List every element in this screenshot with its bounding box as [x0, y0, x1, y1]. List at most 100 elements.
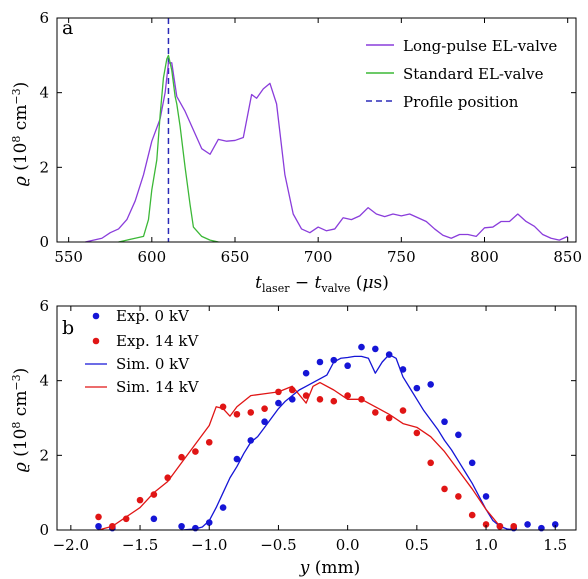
- x-tick-label: −1.5: [122, 536, 158, 554]
- panel-a-y-ticks: 0 2 4 6: [39, 9, 576, 251]
- data-point-exp-14-kv: [441, 485, 448, 493]
- panel-a-lines: [85, 18, 568, 243]
- data-point-exp-14-kv: [455, 493, 462, 500]
- data-point-exp-0-kv: [455, 431, 462, 439]
- panel-a-legend: Long-pulse EL-valve Standard EL-valve Pr…: [366, 37, 557, 111]
- y-tick-label: 2: [39, 158, 49, 176]
- panel-a-frame: [56, 17, 577, 243]
- x-tick-label: 0.0: [336, 536, 360, 554]
- series-line-sim-14-kv: [98, 381, 501, 531]
- data-point-exp-14-kv: [496, 522, 504, 530]
- data-point-exp-14-kv: [302, 392, 310, 399]
- data-point-exp-0-kv: [205, 519, 213, 526]
- data-point-exp-14-kv: [372, 409, 379, 416]
- data-point-exp-0-kv: [247, 437, 255, 444]
- data-point-exp-14-kv: [316, 396, 324, 403]
- x-tick-label: 1.0: [474, 536, 498, 554]
- legend-label-sim-0kv: Sim. 0 kV: [116, 355, 190, 373]
- data-point-exp-14-kv: [233, 410, 241, 418]
- data-point-exp-14-kv: [330, 397, 338, 405]
- y-tick-label: 0: [39, 233, 49, 251]
- data-point-exp-14-kv: [247, 409, 255, 416]
- chart-panel-b: −2.0 −1.5 −1.0 −0.5 0.0 0.5 1.0 1.5 0 2 4 6 b y (m…: [10, 297, 577, 578]
- x-tick-label: 550: [54, 248, 83, 266]
- x-tick-label: 850: [553, 248, 582, 266]
- data-point-exp-14-kv: [95, 513, 102, 521]
- panel-b-lines: [98, 353, 514, 531]
- y-tick-label: 4: [39, 372, 49, 390]
- data-point-exp-0-kv: [233, 455, 241, 463]
- data-point-exp-0-kv: [399, 366, 407, 373]
- data-point-exp-14-kv: [288, 386, 296, 394]
- y-tick-label: 6: [39, 9, 49, 27]
- y-tick-label: 6: [39, 297, 49, 315]
- x-tick-label: 1.5: [543, 536, 567, 554]
- data-point-exp-14-kv: [136, 496, 144, 504]
- panel-b-x-ticks: −2.0 −1.5 −1.0 −0.5 0.0 0.5 1.0 1.5: [53, 306, 567, 554]
- x-tick-label: 650: [221, 248, 250, 266]
- panel-b-label: b: [62, 317, 74, 339]
- data-point-exp-14-kv: [413, 429, 421, 437]
- data-point-exp-14-kv: [468, 511, 476, 519]
- data-point-exp-0-kv: [413, 384, 421, 392]
- y-tick-label: 0: [39, 521, 49, 539]
- data-point-exp-14-kv: [510, 522, 518, 530]
- panel-a-x-ticks: 550 600 650 700 750 800 850: [54, 18, 582, 266]
- data-point-exp-14-kv: [399, 407, 407, 414]
- data-point-exp-0-kv: [385, 351, 393, 358]
- x-tick-label: 0.5: [405, 536, 429, 554]
- panel-a-label: a: [62, 17, 73, 39]
- x-tick-label: −2.0: [53, 536, 89, 554]
- data-point-exp-14-kv: [178, 453, 185, 461]
- data-point-exp-0-kv: [95, 522, 102, 530]
- data-point-exp-14-kv: [192, 448, 199, 455]
- data-point-exp-0-kv: [275, 399, 282, 407]
- data-point-exp-14-kv: [219, 403, 227, 411]
- data-point-exp-0-kv: [344, 362, 351, 370]
- data-point-exp-14-kv: [164, 474, 172, 482]
- data-point-exp-0-kv: [524, 521, 531, 528]
- legend-label-sim-14kv: Sim. 14 kV: [116, 378, 200, 396]
- legend-label-exp-0kv: Exp. 0 kV: [116, 307, 190, 325]
- chart-panel-a: 550 600 650 700 750 800 850 0 2 4 6 a tlaser − tv…: [10, 9, 582, 295]
- data-point-exp-14-kv: [358, 396, 365, 403]
- data-point-exp-0-kv: [330, 356, 338, 364]
- y-tick-label: 4: [39, 84, 49, 102]
- data-point-exp-0-kv: [178, 522, 185, 530]
- legend-marker-exp-0kv: [92, 312, 100, 320]
- x-tick-label: 750: [387, 248, 416, 266]
- legend-label-profile: Profile position: [403, 93, 519, 111]
- series-line-sim-0-kv: [181, 353, 514, 531]
- panel-b-frame: [56, 305, 577, 531]
- panel-b-y-axis-label: ϱ (108 cm−3): [10, 368, 31, 473]
- legend-label-exp-14kv: Exp. 14 kV: [116, 332, 199, 350]
- data-point-exp-0-kv: [427, 381, 434, 388]
- data-point-exp-14-kv: [205, 438, 213, 446]
- data-point-exp-14-kv: [275, 388, 282, 396]
- data-point-exp-14-kv: [261, 405, 268, 412]
- data-point-exp-14-kv: [109, 522, 116, 530]
- data-point-exp-0-kv: [468, 459, 476, 467]
- panel-a-y-axis-label: ϱ (108 cm−3): [10, 82, 31, 187]
- legend-label-long-pulse: Long-pulse EL-valve: [403, 37, 557, 55]
- panel-b-x-axis-label: y (mm): [299, 558, 361, 578]
- panel-b-legend: Exp. 0 kV Exp. 14 kV Sim. 0 kV Sim. 14 k…: [85, 307, 200, 396]
- data-point-exp-14-kv: [122, 515, 130, 523]
- data-point-exp-0-kv: [150, 515, 158, 523]
- data-point-exp-0-kv: [551, 521, 559, 528]
- panel-a-x-axis-label: tlaser − tvalve (μs): [255, 273, 389, 295]
- data-point-exp-14-kv: [344, 392, 351, 399]
- data-point-exp-0-kv: [358, 343, 365, 351]
- data-point-exp-0-kv: [316, 358, 324, 366]
- data-point-exp-14-kv: [482, 521, 490, 528]
- legend-label-standard: Standard EL-valve: [403, 65, 544, 83]
- data-point-exp-0-kv: [302, 369, 310, 377]
- x-tick-label: 600: [137, 248, 166, 266]
- data-point-exp-0-kv: [288, 396, 296, 403]
- data-point-exp-0-kv: [219, 504, 227, 511]
- data-point-exp-0-kv: [372, 345, 379, 353]
- data-point-exp-0-kv: [261, 418, 268, 426]
- data-point-exp-0-kv: [482, 493, 490, 500]
- legend-marker-exp-14kv: [92, 337, 100, 345]
